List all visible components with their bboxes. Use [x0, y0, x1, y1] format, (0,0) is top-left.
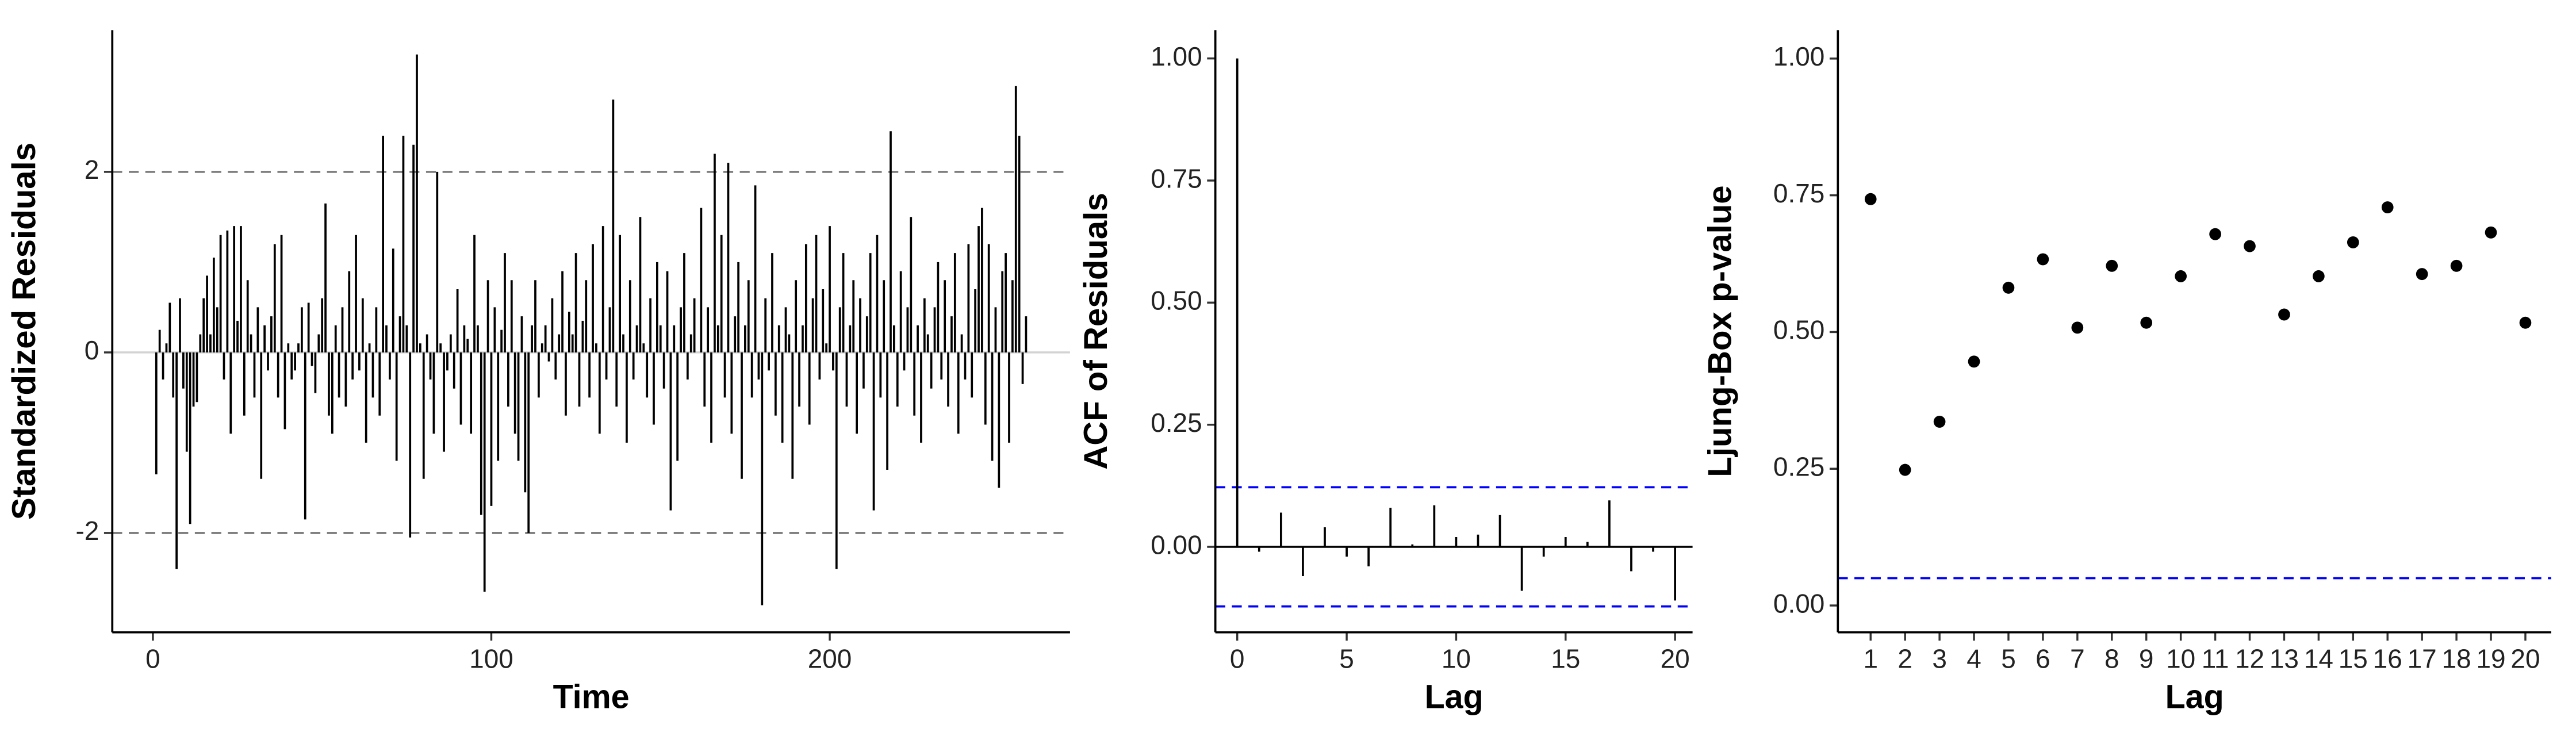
x-tick-label: 11: [2202, 643, 2229, 673]
y-tick-label: 1.00: [1151, 41, 1202, 71]
point: [2140, 316, 2153, 329]
y-tick-label: 0.50: [1151, 285, 1202, 315]
x-tick-label: 10: [2166, 643, 2195, 673]
y-tick-label: 0.00: [1773, 588, 1824, 618]
x-tick-label: 18: [2442, 643, 2471, 673]
point: [2106, 259, 2118, 272]
y-tick-label: 2: [85, 155, 99, 185]
x-axis-title: Lag: [2165, 678, 2224, 715]
point: [2485, 226, 2497, 239]
x-tick-label: 6: [2035, 643, 2050, 673]
point: [2175, 270, 2187, 282]
y-tick-label: 0.50: [1773, 315, 1824, 344]
y-tick-label: 0.00: [1151, 530, 1202, 559]
point: [1899, 463, 1911, 476]
x-tick-label: 17: [2408, 643, 2437, 673]
x-axis-title: Lag: [1425, 678, 1483, 715]
y-axis-title: ACF of Residuals: [1078, 193, 1114, 470]
x-tick-label: 5: [1339, 643, 1354, 673]
y-tick-label: 0.25: [1151, 408, 1202, 438]
point: [2313, 270, 2325, 282]
y-tick-label: 0.25: [1773, 451, 1824, 481]
point: [1968, 355, 1980, 368]
x-tick-label: 20: [2510, 643, 2540, 673]
point: [2519, 316, 2532, 329]
x-tick-label: 13: [2270, 643, 2299, 673]
point: [2209, 228, 2221, 240]
x-tick-label: 19: [2476, 643, 2505, 673]
x-tick-label: 8: [2104, 643, 2119, 673]
point: [2450, 259, 2463, 272]
point: [2416, 268, 2428, 281]
point: [2381, 201, 2394, 214]
x-axis-title: Time: [553, 678, 630, 715]
y-axis-title: Ljung-Box p-value: [1702, 185, 1739, 477]
x-tick-label: 4: [1966, 643, 1981, 673]
point: [2037, 253, 2049, 266]
point: [2002, 281, 2015, 294]
y-tick-label: 0.75: [1151, 163, 1202, 193]
y-tick-label: 1.00: [1773, 41, 1824, 71]
x-tick-label: 14: [2304, 643, 2333, 673]
x-tick-label: 16: [2373, 643, 2402, 673]
point: [1864, 193, 1877, 205]
point: [2071, 321, 2084, 334]
y-axis-title: Standardized Residuals: [6, 143, 43, 520]
point: [1933, 415, 1946, 428]
x-tick-label: 15: [1551, 643, 1580, 673]
y-tick-label: 0.75: [1773, 178, 1824, 208]
x-tick-label: 2: [1897, 643, 1912, 673]
x-tick-label: 3: [1932, 643, 1947, 673]
x-tick-label: 15: [2339, 643, 2368, 673]
x-tick-label: 0: [1230, 643, 1245, 673]
x-tick-label: 10: [1442, 643, 1471, 673]
x-tick-label: 200: [808, 643, 852, 673]
x-tick-label: 100: [469, 643, 513, 673]
x-tick-label: 5: [2001, 643, 2016, 673]
x-tick-label: 0: [145, 643, 160, 673]
point: [2347, 236, 2359, 248]
x-tick-label: 1: [1863, 643, 1878, 673]
point: [2244, 240, 2256, 252]
x-tick-label: 12: [2235, 643, 2264, 673]
y-tick-label: -2: [75, 516, 99, 546]
x-tick-label: 20: [1661, 643, 1690, 673]
x-tick-label: 7: [2070, 643, 2085, 673]
y-tick-label: 0: [85, 335, 99, 365]
x-tick-label: 9: [2139, 643, 2154, 673]
point: [2278, 308, 2290, 321]
